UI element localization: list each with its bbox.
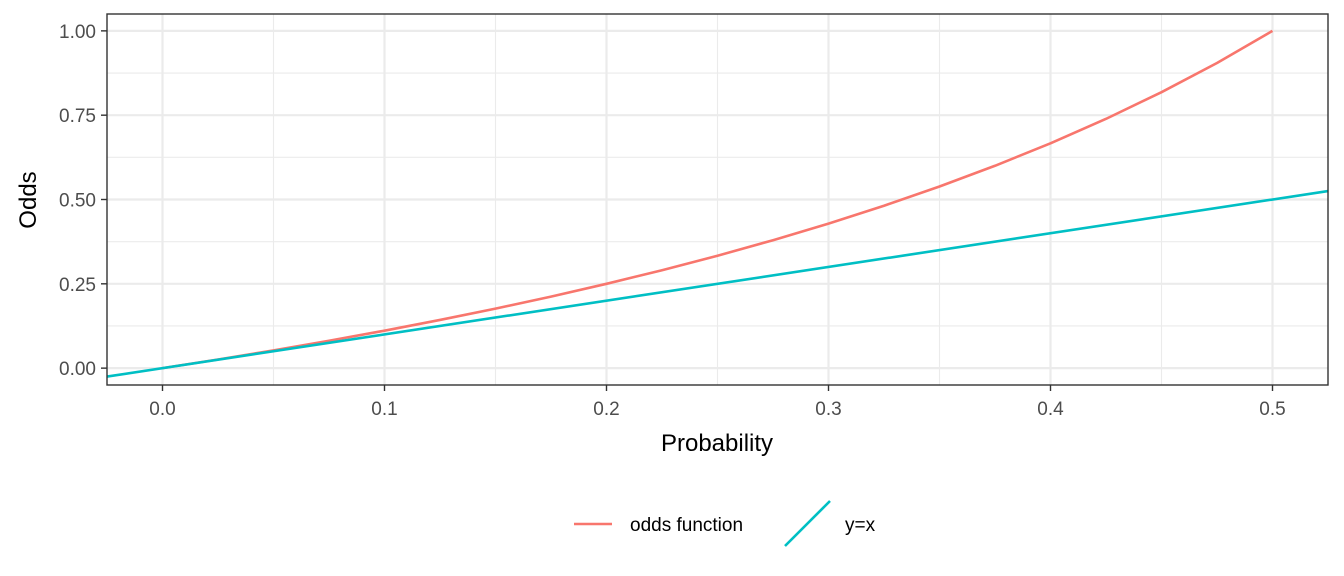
y-equals-x-line [106, 189, 1329, 378]
y-tick-label: 1.00 [59, 22, 96, 43]
y-axis: 0.00 0.25 0.50 0.75 1.00 [59, 22, 107, 380]
series-layer [106, 29, 1329, 378]
y-axis-title: Odds [15, 171, 42, 228]
y-tick-label: 0.25 [59, 275, 96, 296]
y-tick-label: 0.00 [59, 359, 96, 380]
x-tick-label: 0.1 [371, 399, 397, 420]
x-tick-label: 0.3 [815, 399, 841, 420]
x-tick-label: 0.4 [1037, 399, 1064, 420]
x-tick-label: 0.0 [149, 399, 175, 420]
x-tick-label: 0.2 [593, 399, 619, 420]
legend: odds function y=x [574, 500, 876, 547]
y-tick-label: 0.50 [59, 191, 96, 212]
legend-label-y-equals-x: y=x [845, 515, 876, 536]
y-tick-label: 0.75 [59, 106, 96, 127]
x-axis: 0.0 0.1 0.2 0.3 0.4 0.5 [149, 385, 1286, 420]
legend-label-odds-function: odds function [630, 515, 743, 536]
x-axis-title: Probability [661, 430, 773, 457]
odds-function-line [162, 29, 1274, 370]
legend-key-y-equals-x [784, 500, 831, 547]
x-tick-label: 0.5 [1259, 399, 1285, 420]
